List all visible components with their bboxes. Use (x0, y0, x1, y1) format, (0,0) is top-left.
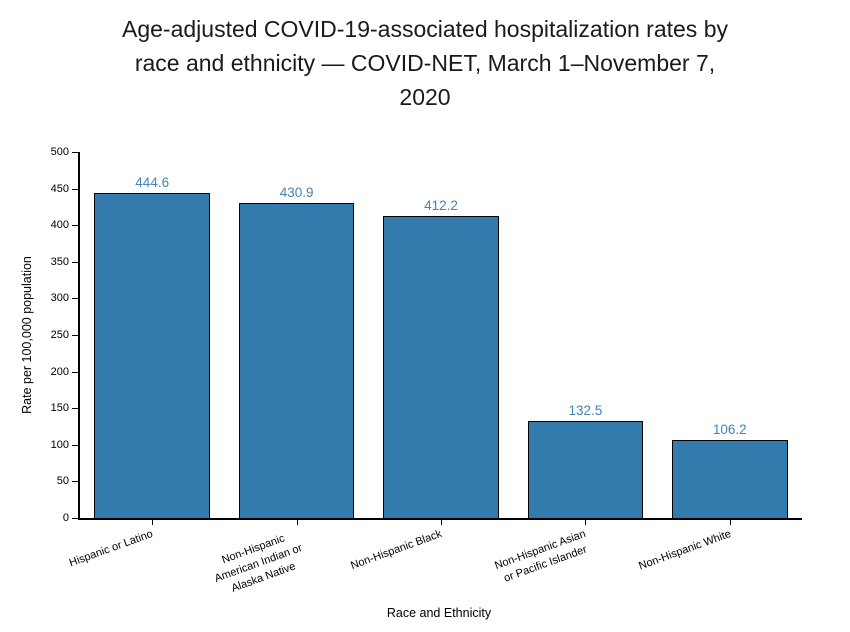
y-tick-label: 0 (62, 512, 69, 524)
y-axis-label: Rate per 100,000 population (20, 256, 34, 414)
x-tick-label: Non-Hispanic American Indian or Alaska N… (213, 532, 305, 595)
bar-3: 132.5 (527, 403, 644, 518)
y-tick-mark (72, 188, 78, 190)
y-tick-mark (72, 152, 78, 153)
y-tick-label: 50 (56, 475, 69, 488)
bar-value-label: 412.2 (424, 198, 458, 214)
x-tick-label: Non-Hispanic Black (349, 527, 444, 573)
x-tick-mark (441, 520, 442, 525)
bar-4: 106.2 (672, 422, 788, 518)
y-tick-label: 150 (50, 402, 69, 415)
x-tick-label: Non-Hispanic Asian or Pacific Islander (493, 527, 589, 585)
y-tick-mark (72, 298, 78, 300)
x-tick-mark (152, 520, 154, 525)
bar-0: 444.6 (94, 175, 210, 518)
bar-1: 430.9 (238, 185, 355, 518)
x-tick-label: Hispanic or Latino (67, 527, 155, 570)
y-axis-ticks: 0 50 100 150 200 250 300 350 400 450 500 (51, 146, 802, 524)
chart-title: Age-adjusted COVID-19-associated hospita… (15, 12, 835, 114)
y-tick-label: 250 (50, 329, 69, 341)
plot-area: 0 50 100 150 200 250 300 350 400 450 500 444.6 430.… (51, 146, 802, 525)
bar-2: 412.2 (383, 198, 499, 518)
y-tick-label: 300 (50, 292, 69, 305)
chart-title-line-3: 2020 (399, 84, 451, 110)
y-tick-mark (72, 371, 78, 373)
bar-value-label: 444.6 (135, 174, 170, 190)
y-tick-label: 350 (50, 255, 69, 268)
bar-value-label: 430.9 (279, 184, 314, 200)
y-tick-mark (72, 481, 78, 483)
x-tick-mark (296, 520, 298, 525)
x-tick-mark (729, 520, 731, 525)
bar-value-label: 132.5 (568, 403, 603, 419)
y-tick-mark (72, 518, 78, 519)
y-tick-mark (72, 408, 78, 410)
y-tick-label: 400 (50, 219, 69, 232)
y-tick-mark (72, 335, 78, 336)
x-axis-label: Race and Ethnicity (386, 606, 492, 620)
y-tick-mark (72, 225, 78, 227)
y-tick-label: 100 (50, 438, 69, 451)
x-tick-mark (585, 520, 587, 525)
y-tick-label: 450 (50, 182, 69, 195)
y-tick-mark (72, 444, 78, 446)
x-tick-label: Non-Hispanic White (636, 527, 733, 573)
y-tick-mark (72, 261, 78, 263)
y-tick-label: 200 (50, 365, 69, 378)
y-tick-label: 500 (50, 146, 69, 158)
bar-value-label: 106.2 (712, 422, 747, 438)
chart-title-line-1: Age-adjusted COVID-19-associated hospita… (122, 16, 728, 42)
chart-title-line-2: race and ethnicity — COVID-NET, March 1–… (134, 50, 716, 76)
